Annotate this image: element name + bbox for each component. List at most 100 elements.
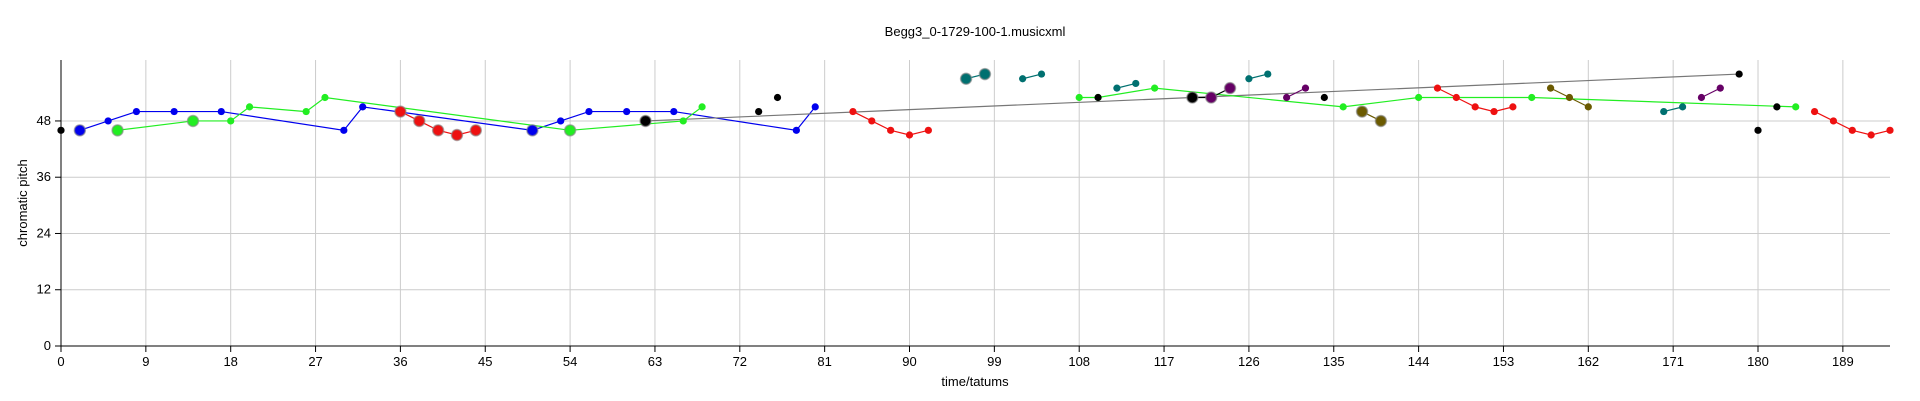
data-point <box>302 107 310 116</box>
x-tick-label: 189 <box>1832 354 1854 369</box>
data-point <box>1452 93 1460 102</box>
data-point <box>670 107 678 116</box>
data-point <box>431 124 445 137</box>
data-point <box>1697 93 1706 102</box>
y-tick-label: 48 <box>37 113 51 128</box>
data-point <box>1320 93 1328 102</box>
y-tick-label: 24 <box>37 225 51 240</box>
data-point <box>227 117 235 125</box>
data-point <box>1773 103 1781 111</box>
data-point <box>73 124 87 137</box>
x-tick-label: 126 <box>1238 354 1260 369</box>
data-point <box>1509 103 1517 111</box>
data-point <box>321 93 329 102</box>
data-point <box>1019 75 1027 83</box>
data-point <box>1886 126 1894 134</box>
data-point <box>132 107 141 116</box>
data-point <box>1754 126 1762 134</box>
data-point <box>1339 103 1347 111</box>
data-point <box>1528 93 1536 102</box>
data-point <box>1132 79 1140 88</box>
data-point <box>394 105 407 118</box>
x-tick-label: 18 <box>223 354 237 369</box>
data-point <box>849 107 857 116</box>
x-tick-label: 36 <box>393 354 407 369</box>
data-point <box>1186 91 1199 104</box>
data-point <box>1810 107 1819 116</box>
data-point <box>1565 93 1574 102</box>
x-tick-label: 99 <box>987 354 1001 369</box>
y-tick-label: 36 <box>37 169 51 184</box>
data-point <box>1471 103 1479 111</box>
data-point <box>1223 81 1237 95</box>
y-axis-label: chromatic pitch <box>15 159 30 246</box>
data-point <box>792 126 800 134</box>
x-tick-label: 54 <box>563 354 577 369</box>
axes <box>60 60 1890 347</box>
x-tick-label: 9 <box>142 354 149 369</box>
data-point <box>1075 93 1083 102</box>
data-point <box>1848 126 1856 134</box>
data-point <box>1094 93 1102 102</box>
data-point <box>1660 107 1668 116</box>
series-line <box>79 106 816 131</box>
data-point <box>811 103 819 111</box>
data-point <box>1433 84 1442 92</box>
x-tick-label: 171 <box>1662 354 1684 369</box>
data-point <box>1264 70 1272 78</box>
data-point <box>1151 84 1159 92</box>
x-tick-label: 90 <box>902 354 916 369</box>
data-point <box>1546 84 1555 92</box>
data-point <box>585 107 593 116</box>
data-point <box>1735 70 1743 78</box>
data-point <box>868 117 876 125</box>
data-point <box>1792 103 1800 111</box>
data-point <box>469 124 483 137</box>
data-point <box>186 114 200 128</box>
x-tick-label: 72 <box>733 354 747 369</box>
data-point <box>887 126 895 134</box>
data-point <box>1415 93 1423 102</box>
data-point <box>1037 70 1046 78</box>
x-tick-label: 108 <box>1068 354 1090 369</box>
data-point <box>1678 103 1687 111</box>
x-tick-label: 180 <box>1747 354 1769 369</box>
data-point <box>563 124 577 137</box>
grid <box>60 60 1890 347</box>
data-point <box>359 103 367 111</box>
data-point <box>1283 93 1291 102</box>
data-point <box>1490 107 1498 116</box>
data-point <box>104 117 112 125</box>
data-point <box>905 131 914 139</box>
x-tick-label: 0 <box>57 354 64 369</box>
data-point <box>526 124 539 137</box>
x-tick-label: 117 <box>1154 354 1175 369</box>
x-tick-label: 81 <box>817 354 831 369</box>
data-point <box>1113 84 1121 92</box>
data-point <box>698 103 706 111</box>
data-point <box>1584 103 1592 111</box>
ticks: 0 9 18 27 36 45 54 63 72 81 90 99 108 117 126 135 144 153… <box>37 113 1854 369</box>
data-point <box>450 128 464 142</box>
data-point <box>1301 84 1310 92</box>
data-point <box>1867 131 1875 139</box>
x-tick-label: 27 <box>308 354 322 369</box>
data-point <box>1204 91 1218 104</box>
data-point <box>639 114 652 128</box>
data-point <box>978 67 992 81</box>
data-point <box>679 117 687 125</box>
data-point <box>413 114 426 128</box>
chart-title: Begg3_0-1729-100-1.musicxml <box>885 24 1066 39</box>
data-point <box>755 107 763 116</box>
data-point <box>1374 114 1388 128</box>
x-tick-label: 45 <box>478 354 492 369</box>
data-point <box>924 126 932 134</box>
data-point <box>1355 105 1369 118</box>
data-point <box>111 124 124 137</box>
x-axis-label: time/tatums <box>941 374 1009 389</box>
x-tick-label: 63 <box>648 354 662 369</box>
data-point <box>959 72 973 86</box>
x-tick-label: 135 <box>1323 354 1345 369</box>
data-point <box>557 117 565 125</box>
